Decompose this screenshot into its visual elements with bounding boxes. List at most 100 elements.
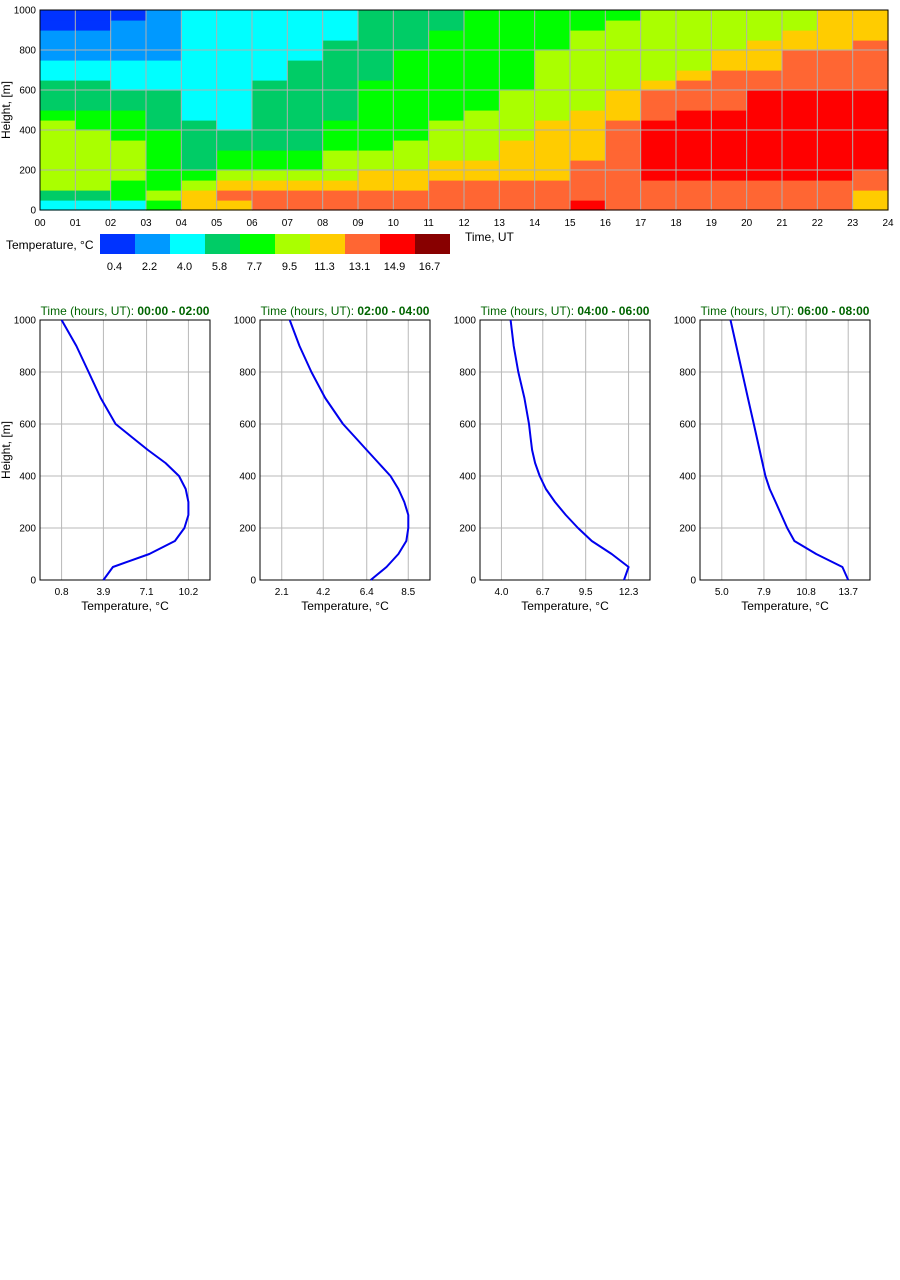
heatmap-y-tick: 1000 <box>14 6 37 17</box>
heatmap-cell <box>428 180 465 191</box>
heatmap-cell <box>817 30 854 41</box>
heatmap-cell <box>852 70 889 81</box>
heatmap-cell <box>534 190 571 201</box>
heatmap-cell <box>782 10 818 21</box>
profile-title: Time (hours, UT): 02:00 - 04:00 <box>261 304 430 318</box>
heatmap-cell <box>252 130 288 141</box>
heatmap-x-tick: 05 <box>211 218 223 229</box>
heatmap-cell <box>570 120 606 131</box>
heatmap-cell <box>110 110 147 121</box>
heatmap-cell <box>782 190 818 201</box>
heatmap-cell <box>782 90 818 101</box>
legend-swatch <box>205 234 240 254</box>
legend-swatch <box>170 234 205 254</box>
heatmap-cell <box>817 120 854 131</box>
heatmap-cell <box>181 140 218 151</box>
heatmap-cell <box>428 130 465 141</box>
heatmap-cell <box>252 100 288 111</box>
heatmap-cell <box>640 110 677 121</box>
heatmap-cell <box>817 150 854 161</box>
heatmap-cell <box>782 180 818 191</box>
heatmap-cell <box>393 140 430 151</box>
heatmap-cell <box>464 180 500 191</box>
heatmap-cell <box>711 160 748 171</box>
heatmap-cell <box>40 140 76 151</box>
heatmap-cell <box>393 130 430 141</box>
heatmap-cell <box>181 120 218 131</box>
profile-x-tick: 0.8 <box>55 587 69 598</box>
heatmap-cell <box>146 200 182 211</box>
heatmap-cell <box>287 30 324 41</box>
heatmap-cell <box>428 50 465 61</box>
heatmap-cell <box>676 60 712 71</box>
heatmap-cell <box>499 170 536 181</box>
heatmap-cell <box>322 70 359 81</box>
heatmap-cell <box>499 160 536 171</box>
heatmap-cell <box>252 40 288 51</box>
heatmap-cell <box>75 130 112 141</box>
heatmap-cell <box>534 200 571 211</box>
profile-x-tick: 6.7 <box>536 587 550 598</box>
heatmap-cell <box>252 180 288 191</box>
profile-frame <box>39 319 211 581</box>
heatmap-cell <box>146 190 182 201</box>
heatmap-cell <box>711 30 748 41</box>
heatmap-cell <box>146 70 182 81</box>
heatmap-cell <box>640 30 677 41</box>
heatmap-cell <box>852 100 889 111</box>
heatmap-cell <box>711 70 748 81</box>
heatmap-cell <box>605 160 642 171</box>
heatmap-cell <box>75 40 112 51</box>
heatmap-x-tick: 23 <box>847 218 859 229</box>
legend-swatch <box>415 234 450 254</box>
heatmap-cell <box>711 90 748 101</box>
heatmap-cell <box>534 90 571 101</box>
heatmap-cell <box>40 20 76 31</box>
heatmap-cell <box>287 110 324 121</box>
heatmap-y-tick: 800 <box>19 46 36 57</box>
heatmap-x-tick: 20 <box>741 218 753 229</box>
heatmap-cell <box>110 130 147 141</box>
heatmap-cell <box>75 80 112 91</box>
heatmap-cell <box>216 50 253 61</box>
heatmap-cell <box>181 130 218 141</box>
profile-y-tick: 800 <box>459 368 476 379</box>
heatmap-cell <box>110 20 147 31</box>
heatmap-cell <box>146 10 182 21</box>
heatmap-cell <box>711 200 748 211</box>
heatmap-cell <box>746 150 783 161</box>
heatmap-cell <box>428 20 465 31</box>
heatmap-cell <box>393 90 430 101</box>
heatmap-cell <box>464 10 500 21</box>
heatmap-cell <box>605 120 642 131</box>
heatmap-cell <box>499 80 536 91</box>
profile-y-tick: 200 <box>239 524 256 535</box>
heatmap-cell <box>252 120 288 131</box>
heatmap-cell <box>499 190 536 201</box>
heatmap-cell <box>570 10 606 21</box>
heatmap-cell <box>322 120 359 131</box>
legend-swatch <box>135 234 170 254</box>
heatmap-cell <box>570 80 606 91</box>
heatmap-cell <box>746 190 783 201</box>
heatmap-cell <box>428 120 465 131</box>
heatmap-cell <box>746 90 783 101</box>
heatmap-cell <box>393 10 430 21</box>
heatmap-cell <box>393 20 430 31</box>
heatmap-cell <box>782 140 818 151</box>
heatmap-cell <box>75 160 112 171</box>
profile-y-tick: 0 <box>470 576 476 587</box>
profile-title: Time (hours, UT): 04:00 - 06:00 <box>481 304 650 318</box>
heatmap-cell <box>464 60 500 71</box>
heatmap-cell <box>252 200 288 211</box>
heatmap-cell <box>640 120 677 131</box>
heatmap-x-tick: 24 <box>882 218 894 229</box>
heatmap-cell <box>393 170 430 181</box>
heatmap-cell <box>322 170 359 181</box>
heatmap-cell <box>216 140 253 151</box>
heatmap-cell <box>817 170 854 181</box>
heatmap-cell <box>146 130 182 141</box>
heatmap-cell <box>464 70 500 81</box>
heatmap-cell <box>605 30 642 41</box>
heatmap-cell <box>146 40 182 51</box>
